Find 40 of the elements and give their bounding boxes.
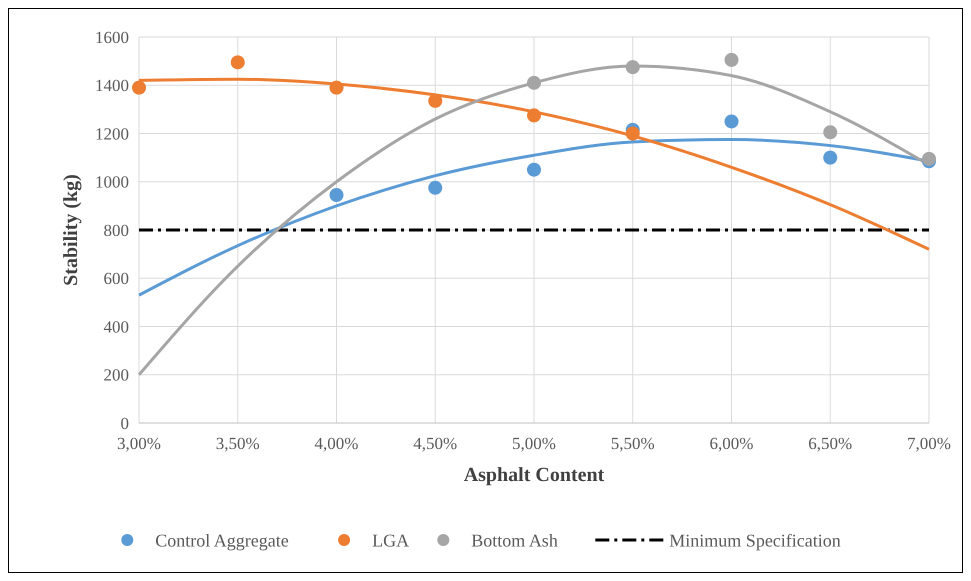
y-tick-label: 1400 [95,76,129,96]
legend-label: Minimum Specification [669,530,841,550]
point [527,162,541,177]
x-tick-label: 4,00% [314,434,358,453]
x-tick-label: 3,00% [117,434,161,453]
point [527,76,541,90]
point [823,125,838,140]
point [922,152,936,166]
y-tick-label: 1600 [95,28,129,47]
point [330,80,344,95]
x-tick-label: 4,50% [413,434,458,453]
y-tick-label: 600 [104,269,129,288]
point [724,52,738,67]
point [428,94,442,108]
legend-label: Bottom Ash [471,530,558,550]
legend-label: LGA [372,530,410,550]
y-tick-label: 1200 [95,124,129,144]
y-tick-label: 400 [104,317,129,336]
legend-label: Control Aggregate [155,530,289,550]
y-tick-label: 800 [104,220,129,240]
point [527,108,541,122]
x-tick-label: 6,00% [710,434,754,453]
x-tick-label: 6,50% [808,434,852,453]
point [823,150,838,165]
point [428,180,442,195]
x-tick-label: 7,00% [907,434,951,453]
point [626,60,640,74]
point [230,55,245,70]
x-tick-label: 3,50% [216,434,260,453]
point [626,126,640,140]
y-tick-label: 0 [120,414,129,433]
x-tick-label: 5,00% [512,434,556,453]
point [132,80,146,95]
y-axis-title: Stability (kg) [60,174,82,286]
point [330,188,344,202]
x-axis-title: Asphalt Content [464,464,605,486]
y-tick-label: 200 [104,366,129,385]
point [724,114,738,128]
y-tick-label: 1000 [95,172,129,192]
x-tick-label: 5,50% [610,434,655,453]
